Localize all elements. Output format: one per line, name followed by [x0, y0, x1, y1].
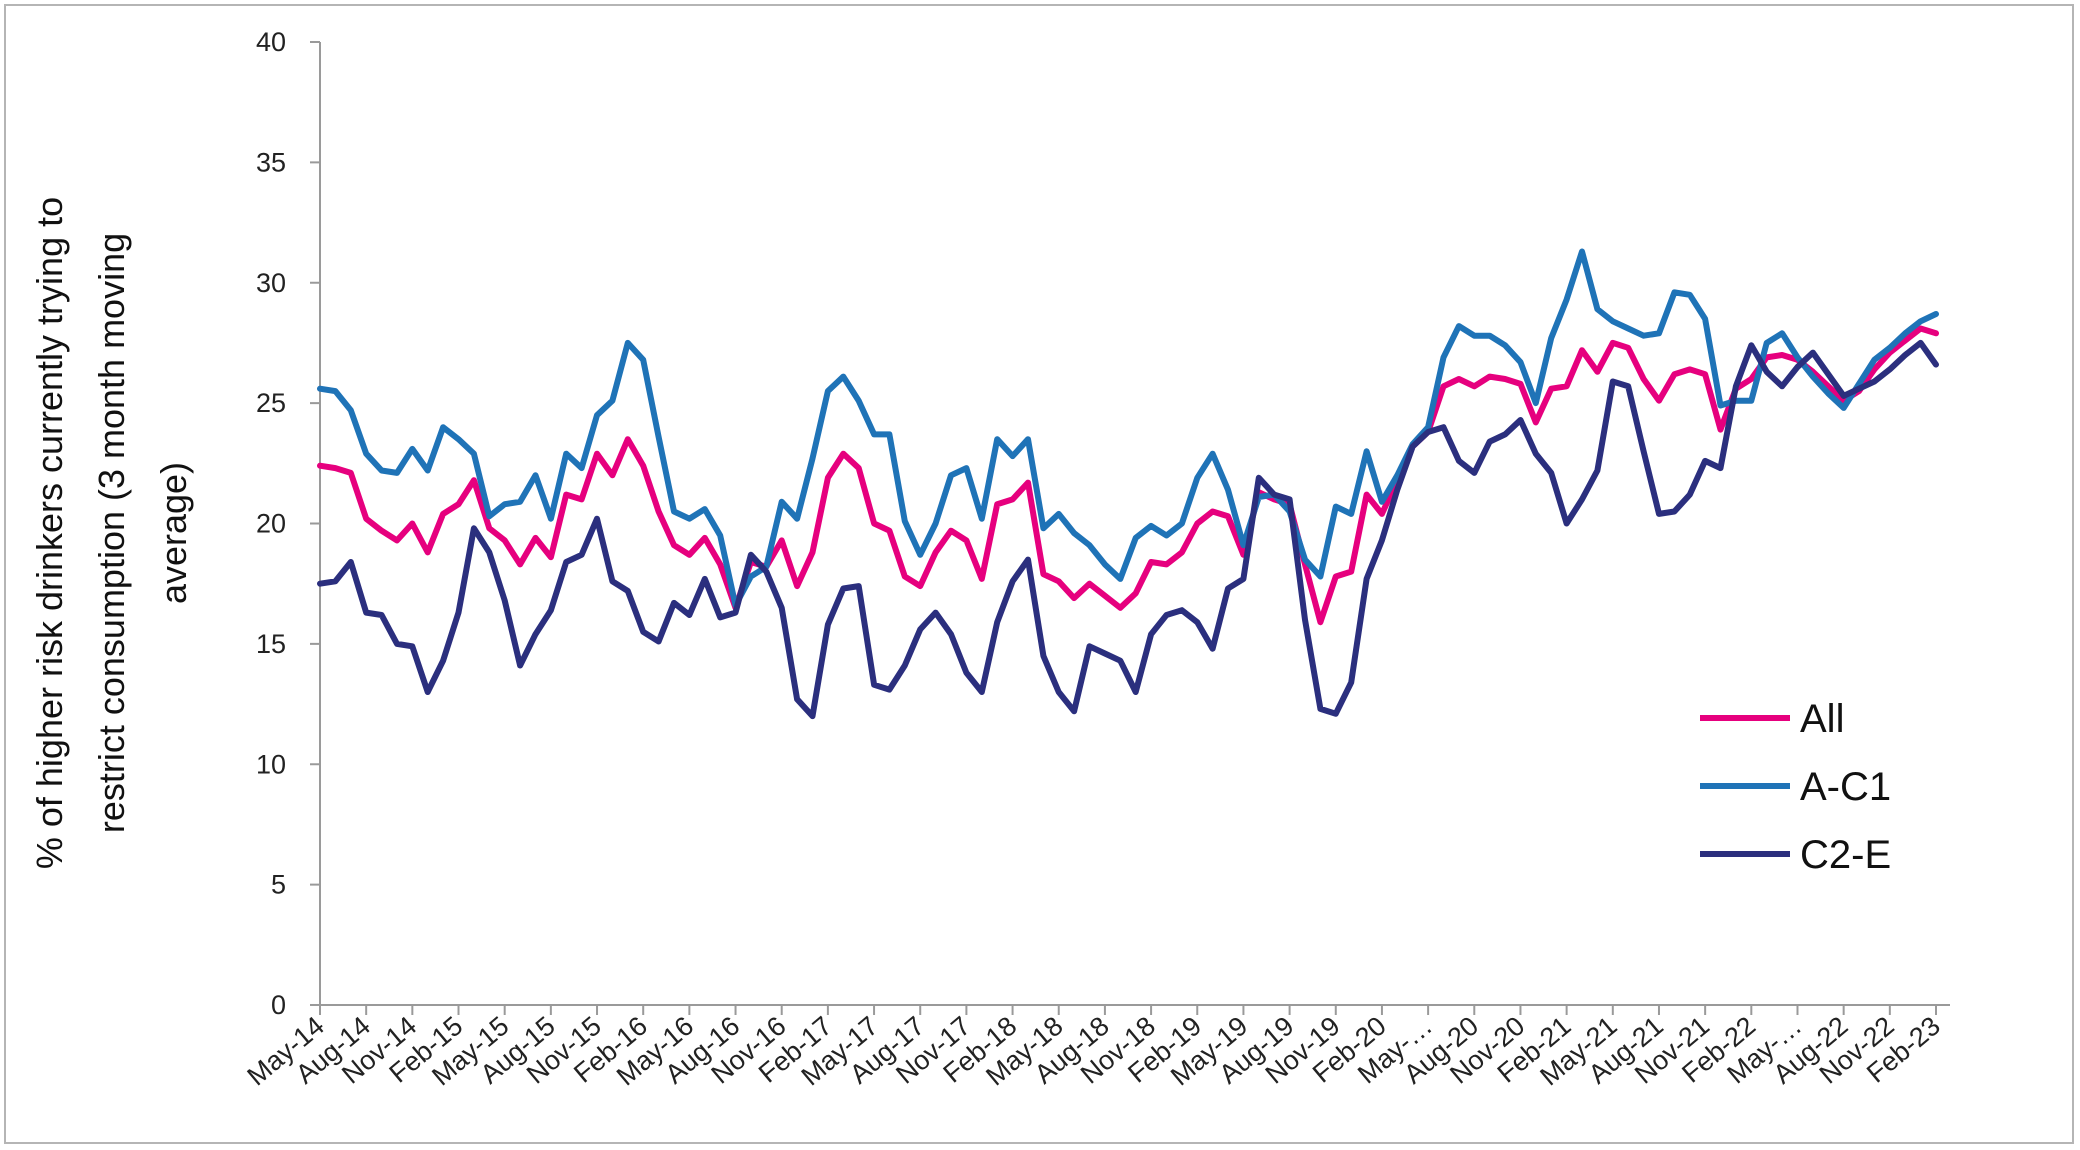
- y-tick-label: 30: [256, 268, 286, 298]
- y-tick-label: 25: [256, 388, 286, 418]
- y-tick-label: 40: [256, 27, 286, 57]
- y-axis-title-line: average): [153, 462, 194, 604]
- y-axis-ticks: 0 5 10 15 20 25 30 35 40: [256, 27, 320, 1020]
- chart-frame: [4, 4, 2074, 1144]
- y-tick-label: 5: [271, 870, 286, 900]
- y-tick-label: 0: [271, 990, 286, 1020]
- y-axis-title-text: % of higher risk drinkers currently tryi…: [29, 197, 194, 869]
- y-axis-title: % of higher risk drinkers currently tryi…: [29, 197, 194, 869]
- y-tick-label: 10: [256, 749, 286, 779]
- series-line-a-c1: [317, 248, 1939, 609]
- legend-label: C2-E: [1800, 833, 1891, 877]
- series-line-all: [317, 325, 1939, 626]
- y-tick-label: 20: [256, 509, 286, 539]
- series-line-c2-e: [317, 339, 1939, 720]
- y-tick-label: 15: [256, 629, 286, 659]
- y-axis-title-line: restrict consumption (3 month moving: [91, 233, 132, 833]
- y-tick-label: 35: [256, 147, 286, 177]
- legend: All A-C1 C2-E: [1700, 697, 1891, 877]
- series-lines: [317, 248, 1939, 720]
- axes: [319, 42, 1950, 1006]
- y-axis-title-line: % of higher risk drinkers currently tryi…: [29, 197, 70, 869]
- legend-label: All: [1800, 697, 1844, 741]
- legend-label: A-C1: [1800, 765, 1891, 809]
- x-axis-ticks: May-14Aug-14Nov-14Feb-15May-15Aug-15Nov-…: [242, 1005, 1946, 1091]
